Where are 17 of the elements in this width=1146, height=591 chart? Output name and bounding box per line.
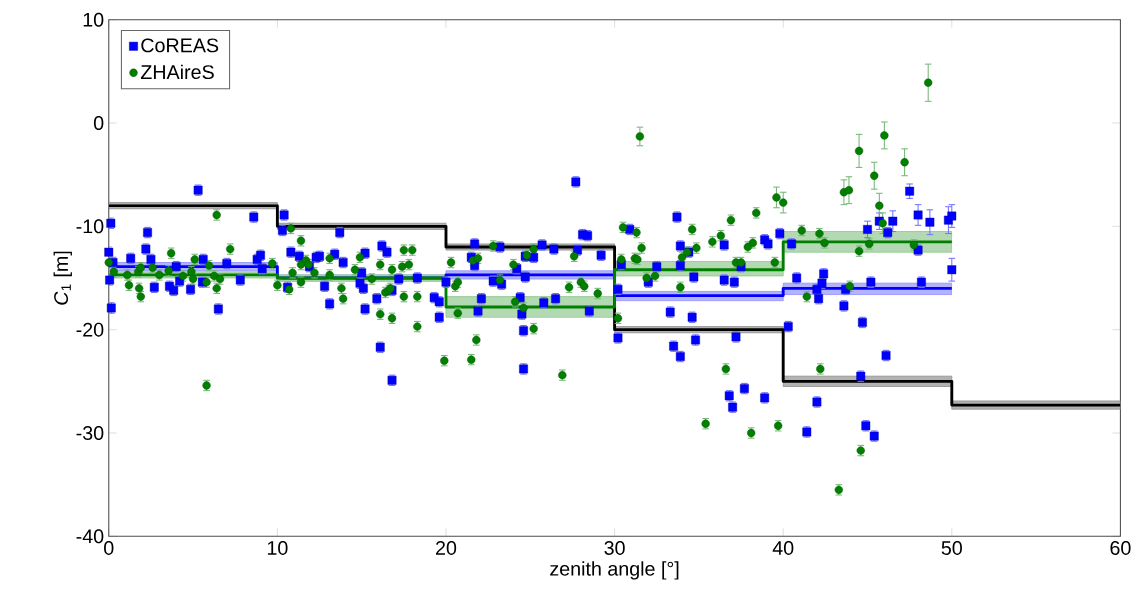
y-tick-label: -30: [76, 425, 104, 440]
legend-label: ZHAireS: [140, 64, 214, 79]
y-tick-label: -10: [76, 219, 104, 234]
x-tick-label: 30: [604, 540, 625, 555]
y-axis-title: C$_{1}$ [m]: [53, 251, 72, 305]
y-tick-label: 0: [93, 115, 104, 130]
y-tick-label: -20: [76, 322, 104, 337]
x-tick-label: 50: [941, 540, 962, 555]
x-tick-label: 60: [1110, 540, 1131, 555]
legend-label: CoREAS: [141, 38, 219, 53]
x-tick-label: 40: [772, 540, 794, 555]
y-tick-label: -40: [76, 529, 104, 544]
x-tick-label: 20: [436, 540, 457, 555]
y-tick-label: 10: [83, 12, 104, 27]
x-axis-title: zenith angle [°]: [550, 561, 679, 580]
x-tick-label: 10: [267, 540, 288, 555]
x-tick-label: 0: [104, 540, 114, 555]
